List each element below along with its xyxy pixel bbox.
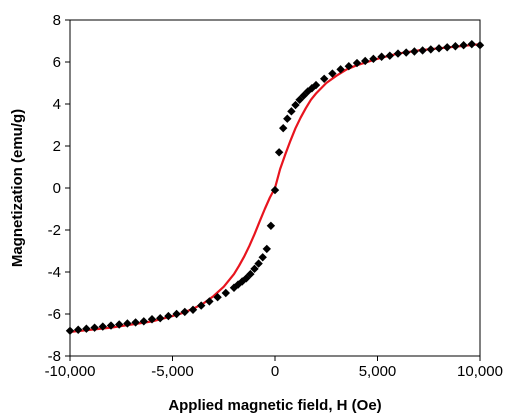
- data-point-diamond: [467, 39, 476, 49]
- data-point-diamond: [426, 45, 435, 54]
- data-point-diamond: [377, 52, 386, 61]
- y-tick-label: -8: [48, 348, 61, 365]
- y-tick-label: 4: [53, 96, 61, 113]
- data-point-diamond: [250, 264, 259, 274]
- data-point-diamond: [328, 69, 337, 78]
- y-tick-label: -2: [48, 222, 61, 239]
- y-axis-title: Magnetization (emu/g): [9, 109, 26, 267]
- data-point-diamond: [106, 321, 116, 330]
- data-point-diamond: [311, 80, 321, 90]
- data-point-diamond: [123, 319, 132, 328]
- data-point-diamond: [385, 51, 394, 60]
- data-point-diamond: [262, 244, 271, 254]
- y-tick-label: 2: [53, 138, 61, 155]
- data-point-diamond: [443, 43, 452, 52]
- data-point-diamond: [291, 100, 300, 110]
- data-point-diamond: [147, 315, 157, 324]
- data-point-diamond: [303, 87, 312, 96]
- x-axis-title: Applied magnetic field, H (Oe): [168, 397, 381, 414]
- x-tick-label: 10,000: [457, 363, 503, 380]
- data-point-diamond: [115, 320, 124, 329]
- data-point-diamond: [139, 317, 148, 326]
- data-point-diamond: [229, 283, 239, 292]
- x-tick-label: 5,000: [359, 363, 397, 380]
- data-point-diamond: [393, 49, 403, 58]
- data-point-diamond: [254, 259, 263, 268]
- y-tick-label: -4: [48, 264, 61, 281]
- data-point-diamond: [90, 323, 99, 332]
- data-point-diamond: [188, 305, 198, 314]
- data-point-diamond: [197, 301, 206, 310]
- tick-labels-layer: -10,000 -5,000 0 5,000 10,000 -8 -6 -4 -2 0 2 4 6 8: [45, 12, 503, 380]
- data-point-diamond: [221, 288, 230, 298]
- data-point-diamond: [164, 311, 173, 321]
- data-point-diamond: [82, 324, 91, 333]
- data-point-diamond: [352, 58, 362, 68]
- data-point-diamond: [246, 269, 255, 279]
- data-point-diamond: [270, 185, 280, 195]
- data-points-layer: [65, 39, 485, 335]
- x-tick-label: -10,000: [45, 363, 96, 380]
- data-point-diamond: [320, 74, 329, 83]
- data-point-diamond: [336, 65, 345, 74]
- data-point-diamond: [74, 325, 83, 334]
- data-point-diamond: [156, 314, 165, 323]
- data-point-diamond: [283, 114, 292, 123]
- plot-frame: [69, 19, 481, 357]
- data-point-diamond: [180, 307, 189, 317]
- y-tick-label: 0: [53, 180, 61, 197]
- data-point-diamond: [344, 62, 353, 71]
- data-point-diamond: [434, 44, 444, 53]
- data-point-diamond: [451, 42, 460, 51]
- data-point-diamond: [410, 47, 419, 56]
- ticks-layer: [65, 19, 481, 361]
- data-point-diamond: [213, 293, 222, 302]
- data-point-diamond: [418, 46, 427, 55]
- data-point-diamond: [287, 107, 296, 116]
- data-point-diamond: [205, 297, 214, 306]
- x-tick-label: 0: [271, 363, 279, 380]
- data-point-diamond: [98, 322, 107, 331]
- y-tick-label: -6: [48, 306, 61, 323]
- data-point-diamond: [131, 318, 140, 327]
- data-point-diamond: [172, 309, 181, 319]
- y-tick-label: 6: [53, 54, 61, 71]
- data-point-diamond: [266, 221, 276, 230]
- y-tick-label: 8: [53, 12, 61, 29]
- data-point-diamond: [369, 54, 378, 64]
- data-point-diamond: [459, 41, 468, 50]
- data-point-diamond: [279, 123, 288, 133]
- x-tick-label: -5,000: [151, 363, 194, 380]
- data-point-diamond: [402, 48, 411, 57]
- data-point-diamond: [274, 148, 284, 157]
- data-point-diamond: [361, 56, 370, 66]
- data-point-diamond: [258, 253, 267, 262]
